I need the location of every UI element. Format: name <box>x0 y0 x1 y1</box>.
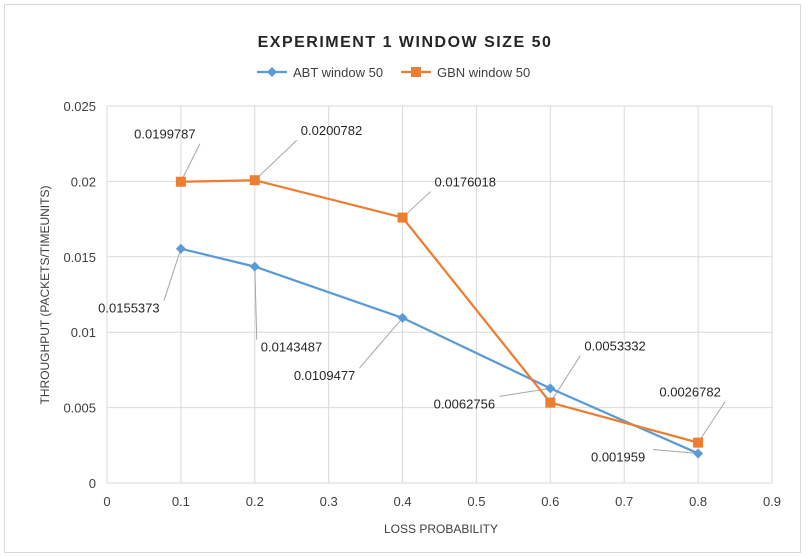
legend-swatch-marker <box>267 67 277 77</box>
y-tick-label: 0.025 <box>63 99 96 114</box>
data-point-marker <box>249 261 260 272</box>
data-label: 0.0155373 <box>98 301 159 316</box>
x-tick-label: 0.7 <box>615 494 633 509</box>
data-point-marker <box>693 437 704 448</box>
data-labels: 0.0155373 0.0143487 0.0109477 0.0062756 0.00… <box>98 123 721 464</box>
line-chart: EXPERIMENT 1 WINDOW SIZE 50 ABT window 5… <box>38 34 781 536</box>
x-tick-label: 0.2 <box>246 494 264 509</box>
legend-label: GBN window 50 <box>437 65 530 80</box>
data-label: 0.0026782 <box>659 385 720 400</box>
x-tick-label: 0.5 <box>467 494 485 509</box>
data-label: 0.0176018 <box>435 175 496 190</box>
chart-title: EXPERIMENT 1 WINDOW SIZE 50 <box>258 34 553 51</box>
data-point-marker <box>545 383 556 394</box>
legend: ABT window 50 GBN window 50 <box>257 65 530 80</box>
data-point-marker <box>693 448 704 459</box>
data-label: 0.0053332 <box>584 339 645 354</box>
data-label-leader <box>697 401 726 443</box>
legend-swatch-marker <box>411 67 421 77</box>
data-label: 0.001959 <box>591 449 645 464</box>
data-label-leader <box>549 355 581 403</box>
x-tick-label: 0.1 <box>172 494 190 509</box>
x-tick-label: 0 <box>103 494 110 509</box>
x-tick-label: 0.8 <box>689 494 707 509</box>
x-tick-label: 0.4 <box>394 494 412 509</box>
data-label: 0.0199787 <box>134 127 195 142</box>
data-label-leader <box>180 143 201 182</box>
data-point-marker <box>175 243 186 254</box>
chart-frame: EXPERIMENT 1 WINDOW SIZE 50 ABT window 5… <box>4 4 801 553</box>
data-label: 0.0200782 <box>301 123 362 138</box>
x-tick-label: 0.6 <box>541 494 559 509</box>
tick-labels: 0 0.1 0.2 0.3 0.4 0.5 0.6 0.7 0.8 0.900.0050.010.… <box>63 99 781 509</box>
data-point-marker <box>397 212 408 223</box>
y-tick-label: 0.005 <box>63 401 96 416</box>
data-label-leader <box>254 266 258 340</box>
data-label-leader <box>254 139 298 181</box>
data-point-marker <box>249 175 260 186</box>
data-label-leaders <box>163 139 726 454</box>
data-point-marker <box>545 397 556 408</box>
data-point-marker <box>175 176 186 187</box>
x-tick-label: 0.3 <box>320 494 338 509</box>
data-label: 0.0109477 <box>294 368 355 383</box>
y-tick-label: 0.015 <box>63 250 96 265</box>
x-axis-label: LOSS PROBABILITY <box>384 522 498 536</box>
y-tick-label: 0.02 <box>71 174 96 189</box>
data-label-leader <box>653 448 699 454</box>
data-label-leader <box>163 248 182 301</box>
y-tick-label: 0 <box>89 476 96 491</box>
data-label-leader <box>359 317 403 369</box>
data-label-leader <box>499 387 551 397</box>
series-lines <box>175 175 704 459</box>
y-tick-label: 0.01 <box>71 325 96 340</box>
legend-label: ABT window 50 <box>293 65 383 80</box>
data-label: 0.0062756 <box>434 396 495 411</box>
y-axis-label: THROUGHPUT (PACKETS/TIMEUNITS) <box>38 186 52 405</box>
data-label: 0.0143487 <box>261 340 322 355</box>
gridlines <box>106 105 773 484</box>
data-point-marker <box>397 312 408 323</box>
x-tick-label: 0.9 <box>763 494 781 509</box>
